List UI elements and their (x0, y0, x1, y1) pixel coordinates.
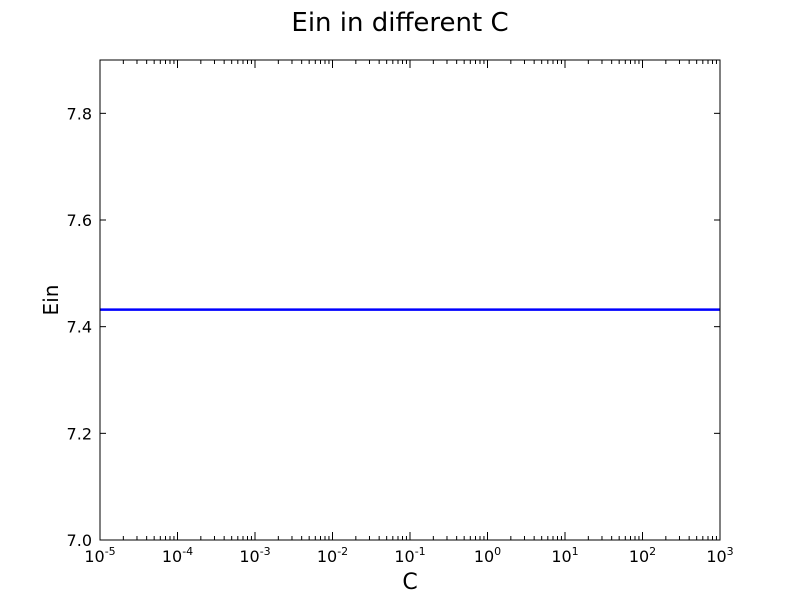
y-tick-label: 7.6 (67, 211, 92, 230)
x-tick-label-base: 10 (239, 547, 259, 566)
x-tick-label: 10-5 (84, 545, 115, 566)
y-tick-label: 7.8 (67, 104, 92, 123)
x-tick-label: 101 (551, 545, 578, 566)
x-tick-label-exponent: 0 (494, 545, 501, 558)
x-tick-label-base: 10 (629, 547, 649, 566)
x-tick-label-base: 10 (706, 547, 726, 566)
x-tick-label-base: 10 (551, 547, 571, 566)
y-tick-label: 7.2 (67, 424, 92, 443)
x-tick-label: 10-1 (394, 545, 425, 566)
x-tick-label-exponent: -3 (260, 545, 271, 558)
x-tick-label: 103 (706, 545, 733, 566)
x-tick-label-base: 10 (317, 547, 337, 566)
x-tick-label: 10-4 (162, 545, 193, 566)
x-tick-label-exponent: 1 (572, 545, 579, 558)
y-tick-label: 7.4 (67, 318, 92, 337)
x-tick-label-base: 10 (84, 547, 104, 566)
x-tick-label-exponent: -2 (337, 545, 348, 558)
x-tick-label-exponent: -4 (182, 545, 193, 558)
x-tick-label: 10-2 (317, 545, 348, 566)
x-tick-label-exponent: -1 (415, 545, 426, 558)
x-tick-label-base: 10 (474, 547, 494, 566)
x-tick-label: 10-3 (239, 545, 270, 566)
x-tick-label: 100 (474, 545, 501, 566)
x-tick-label-base: 10 (162, 547, 182, 566)
plot-frame (99, 59, 721, 541)
chart-title: Ein in different C (291, 8, 509, 38)
x-axis-label: C (402, 570, 418, 595)
x-tick-label-base: 10 (394, 547, 414, 566)
x-tick-label: 102 (629, 545, 656, 566)
ticks-layer: 7.07.27.47.67.810-5 10-4 10-3 10-2 10-1 100 10… (67, 60, 734, 566)
y-tick-label: 7.0 (67, 531, 92, 550)
x-tick-label-exponent: 3 (727, 545, 734, 558)
x-tick-label-exponent: -5 (105, 545, 116, 558)
x-tick-label-exponent: 2 (649, 545, 656, 558)
